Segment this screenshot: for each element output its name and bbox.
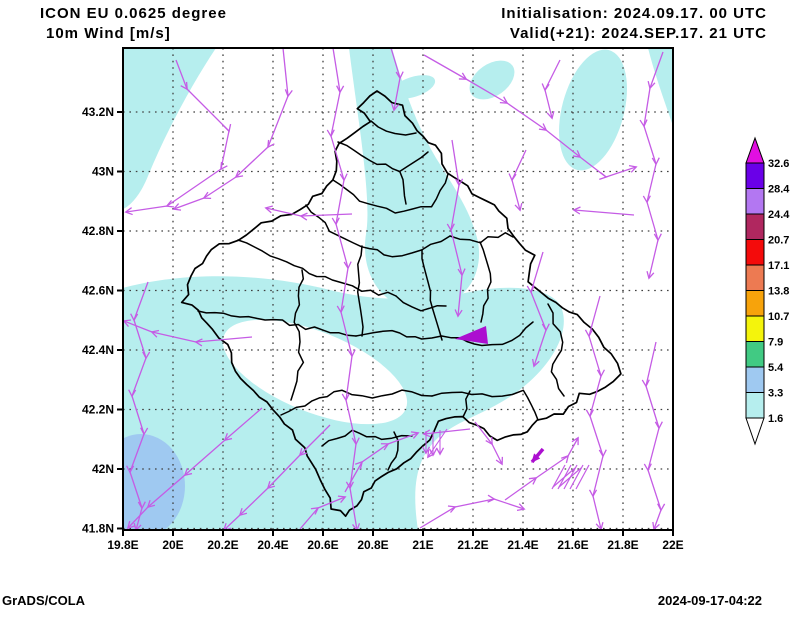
colorbar-label: 20.7 <box>768 235 789 247</box>
colorbar-box <box>745 213 765 240</box>
x-tick-label: 21.8E <box>607 538 638 552</box>
valid-time-label: Valid(+21): 2024.SEP.17. 21 UTC <box>510 25 767 42</box>
colorbar-label: 7.9 <box>768 337 783 349</box>
wind-streamline <box>172 48 293 211</box>
colorbar-label: 17.1 <box>768 260 789 272</box>
hatch-verticals <box>421 428 448 459</box>
x-tick-label: 22E <box>662 538 683 552</box>
colorbar-box <box>745 239 765 266</box>
colorbar-box <box>745 366 765 393</box>
municipality-border <box>462 390 471 418</box>
municipality-border <box>355 321 534 347</box>
municipality-border <box>431 389 539 421</box>
map-area <box>123 48 673 530</box>
x-tick-label: 21E <box>412 538 433 552</box>
wind-streamline <box>264 205 353 221</box>
y-tick-label: 42.2N <box>82 403 114 417</box>
variable-title: 10m Wind [m/s] <box>46 25 171 42</box>
bold-arrowhead-center <box>455 326 488 344</box>
municipality-border <box>290 269 305 401</box>
wind-streamline <box>423 54 638 181</box>
colorbar-box <box>745 341 765 368</box>
wind-streamline <box>422 428 471 438</box>
bold-short-arrow <box>530 447 545 464</box>
x-tick-label: 20.6E <box>307 538 338 552</box>
y-tick-label: 43.2N <box>82 105 114 119</box>
init-time-label: Initialisation: 2024.09.17. 00 UTC <box>501 5 767 22</box>
colorbar-label: 1.6 <box>768 413 783 425</box>
shade-band-north-central <box>349 48 480 309</box>
model-title: ICON EU 0.0625 degree <box>40 5 227 22</box>
x-tick-label: 21.4E <box>507 538 538 552</box>
y-tick-label: 42.8N <box>82 224 114 238</box>
wind-streamline <box>326 48 361 530</box>
map-frame <box>122 47 674 531</box>
wind-streamline <box>126 407 263 530</box>
y-tick-label: 42.4N <box>82 343 114 357</box>
x-tick-label: 21.2E <box>457 538 488 552</box>
x-tick-label: 21.6E <box>557 538 588 552</box>
bold-wind-marks <box>421 326 590 490</box>
colorbar-box <box>745 315 765 342</box>
colorbar-arrow-bottom <box>745 417 765 446</box>
wind-streamline <box>526 251 550 368</box>
y-tick-label: 43N <box>92 165 114 179</box>
x-tick-label: 20.2E <box>207 538 238 552</box>
colorbar-label: 13.8 <box>768 286 789 298</box>
x-tick-label: 20.4E <box>257 538 288 552</box>
wind-streamline <box>299 495 347 530</box>
creation-timestamp: 2024-09-17-04:22 <box>658 593 762 608</box>
wind-vectors <box>123 48 666 530</box>
colorbar-box <box>745 188 765 215</box>
wind-streamline <box>584 295 607 530</box>
wind-streamline <box>474 421 504 466</box>
y-axis-labels: 43.2N 43N 42.8N 42.6N 42.4N 42.2N 42N 41.8N <box>82 105 114 536</box>
municipality-border <box>421 249 443 341</box>
wind-streamline <box>504 436 579 501</box>
colorbar-box <box>745 392 765 419</box>
y-tick-label: 42.6N <box>82 284 114 298</box>
x-tick-label: 19.8E <box>107 538 138 552</box>
x-tick-label: 20.8E <box>357 538 388 552</box>
axis-ticks <box>117 111 674 536</box>
wind-streamline <box>508 149 527 212</box>
wind-streamline <box>641 341 666 530</box>
wind-streamline <box>390 48 404 112</box>
wind-streamline <box>446 139 466 318</box>
wind-streamline <box>344 431 420 493</box>
colorbar-box <box>745 162 765 189</box>
shade-hole-center <box>222 319 408 425</box>
colorbar: 32.6 28.4 24.4 20.7 17.1 13.8 10.7 7.9 5.4 3.3 1.6 <box>745 136 790 446</box>
municipality-border <box>399 171 407 205</box>
wind-streamline <box>222 424 331 530</box>
x-axis-labels: 19.8E 20E 20.2E 20.4E 20.6E 20.8E 21E 21.2E 21.4… <box>107 538 683 552</box>
colorbar-label: 32.6 <box>768 158 789 170</box>
wind-streamline <box>639 51 664 280</box>
colorbar-box <box>745 264 765 291</box>
credit-label: GrADS/COLA <box>2 593 86 608</box>
municipality-border <box>370 120 417 136</box>
colorbar-label: 28.4 <box>768 184 790 196</box>
wind-streamline <box>541 59 561 120</box>
municipality-border <box>479 241 492 323</box>
hatch-slashes <box>551 464 590 490</box>
x-tick-label: 20E <box>162 538 183 552</box>
y-tick-label: 42N <box>92 462 114 476</box>
colorbar-label: 5.4 <box>768 362 784 374</box>
municipality-border <box>547 303 565 397</box>
municipality-border <box>395 295 447 312</box>
colorbar-label: 10.7 <box>768 311 789 323</box>
wind-streamline <box>419 494 526 529</box>
municipality-border <box>237 239 397 297</box>
colorbar-label: 24.4 <box>768 209 790 221</box>
wind-streamline <box>572 206 635 216</box>
y-tick-label: 41.8N <box>82 522 114 536</box>
colorbar-label: 3.3 <box>768 388 783 400</box>
colorbar-box <box>745 290 765 317</box>
